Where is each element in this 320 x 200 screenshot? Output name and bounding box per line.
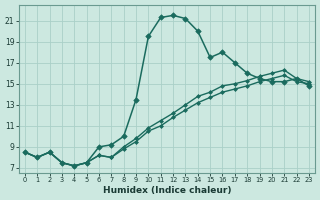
X-axis label: Humidex (Indice chaleur): Humidex (Indice chaleur): [103, 186, 231, 195]
